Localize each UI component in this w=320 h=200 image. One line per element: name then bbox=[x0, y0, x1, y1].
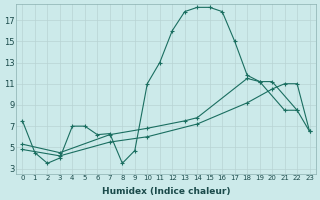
X-axis label: Humidex (Indice chaleur): Humidex (Indice chaleur) bbox=[102, 187, 230, 196]
